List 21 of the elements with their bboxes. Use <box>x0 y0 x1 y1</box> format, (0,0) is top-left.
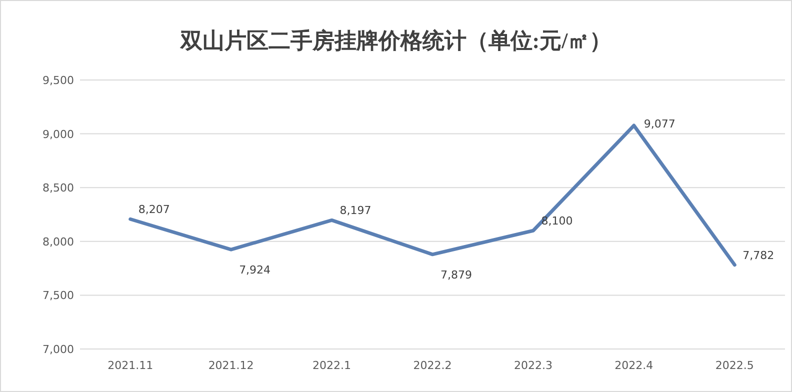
x-tick-label: 2021.11 <box>108 359 154 372</box>
data-label: 8,100 <box>541 214 573 228</box>
x-tick-label: 2022.5 <box>715 359 754 372</box>
y-tick-label: 9,000 <box>42 128 74 141</box>
x-tick-label: 2022.1 <box>312 359 352 372</box>
data-label: 7,924 <box>239 264 271 277</box>
data-label: 8,197 <box>340 204 372 218</box>
data-label: 7,782 <box>742 248 774 262</box>
y-tick-label: 7,500 <box>42 289 74 302</box>
x-tick-label: 2021.12 <box>208 359 254 372</box>
x-tick-label: 2022.3 <box>514 359 552 372</box>
data-label: 7,879 <box>440 268 472 282</box>
x-tick-label: 2022.4 <box>614 359 654 372</box>
x-tick-label: 2022.2 <box>413 359 452 372</box>
chart-title: 双山片区二手房挂牌价格统计（单位:元/㎡） <box>179 28 612 53</box>
data-label: 9,077 <box>644 118 676 131</box>
y-tick-label: 8,000 <box>42 235 74 248</box>
data-label: 8,207 <box>138 203 170 216</box>
y-tick-label: 9,500 <box>42 74 74 87</box>
y-tick-label: 7,000 <box>42 343 74 356</box>
y-tick-label: 8,500 <box>42 182 74 195</box>
